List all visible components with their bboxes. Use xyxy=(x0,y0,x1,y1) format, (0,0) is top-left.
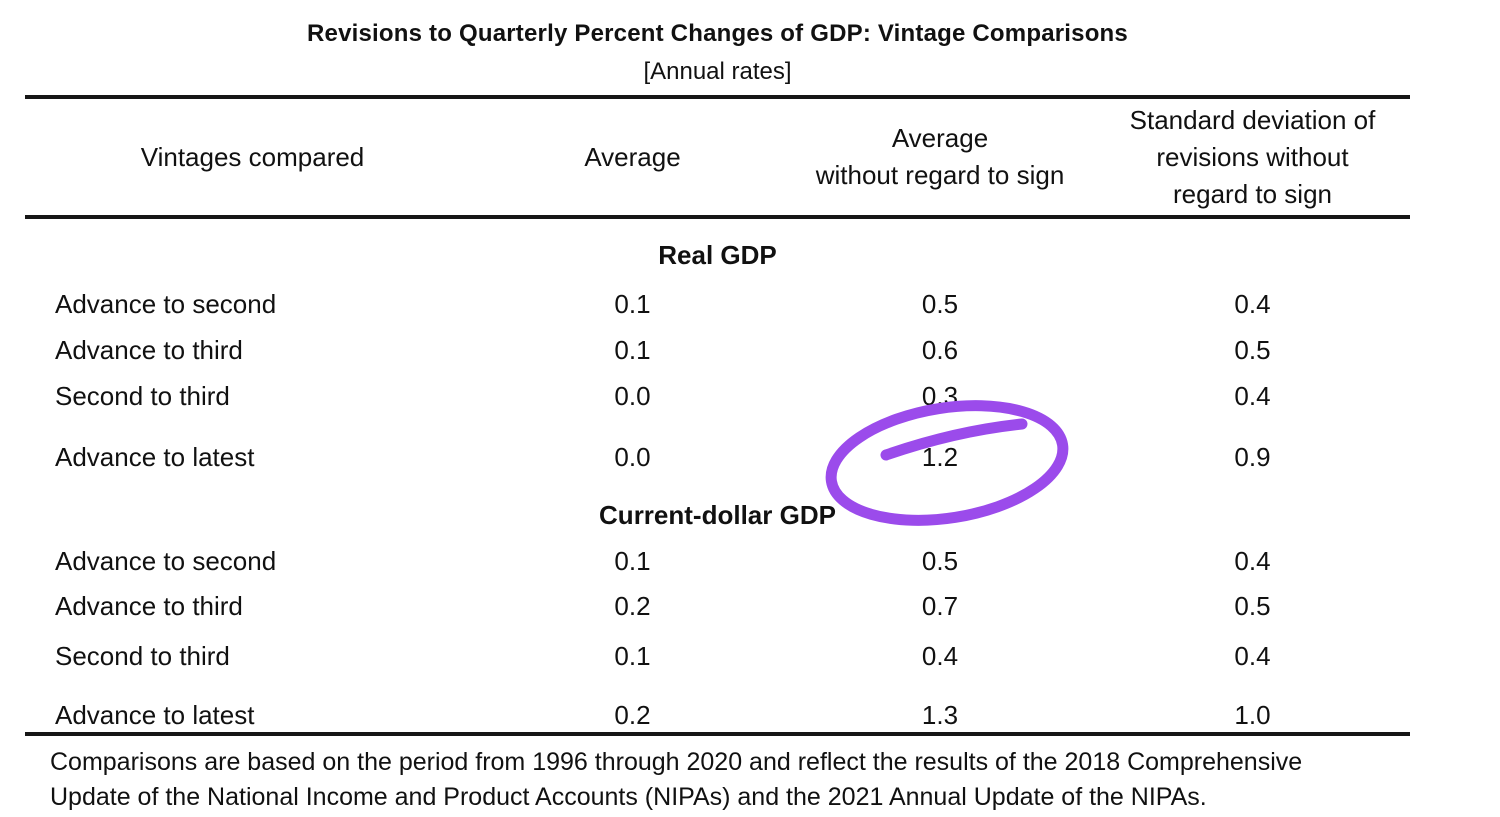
cell-average: 0.1 xyxy=(614,545,651,576)
cell-average-without-sign-circled: 1.2 xyxy=(921,441,959,472)
cell-std-deviation: 1.0 xyxy=(1234,699,1271,730)
footnote: Comparisons are based on the period from… xyxy=(50,745,1450,815)
section-header-current-dollar-gdp: Current-dollar GDP xyxy=(25,492,1410,538)
section-label: Real GDP xyxy=(658,239,777,270)
header-divider-rule xyxy=(25,215,1410,219)
footnote-line: Comparisons are based on the period from… xyxy=(50,748,1303,776)
cell-std-deviation: 0.9 xyxy=(1234,441,1271,472)
table-top-rule xyxy=(25,95,1410,99)
cell-average-without-sign: 1.3 xyxy=(921,699,959,730)
cell-average: 0.1 xyxy=(614,334,651,365)
table-row: Advance to latest 0.0 1.2 0.9 xyxy=(25,434,1410,480)
cell-vintage: Advance to second xyxy=(55,288,277,319)
column-header-std-deviation: Standard deviation of revisions without … xyxy=(1129,104,1376,209)
table-row: Advance to latest 0.2 1.3 1.0 xyxy=(25,692,1410,738)
cell-average-without-sign: 0.5 xyxy=(921,545,959,576)
cell-average-without-sign: 0.4 xyxy=(921,640,959,671)
cell-std-deviation: 0.5 xyxy=(1234,334,1271,365)
cell-vintage: Second to third xyxy=(55,380,230,411)
table-row: Advance to second 0.1 0.5 0.4 xyxy=(25,538,1410,584)
cell-average-without-sign: 0.3 xyxy=(921,380,959,411)
table-bottom-rule xyxy=(25,732,1410,736)
cell-average-without-sign: 0.7 xyxy=(921,590,959,621)
column-header-average-without-sign: Average without regard to sign xyxy=(815,123,1065,190)
cell-average: 0.0 xyxy=(614,441,651,472)
cell-vintage: Advance to latest xyxy=(55,699,255,730)
table-row: Second to third 0.0 0.3 0.4 xyxy=(25,373,1410,419)
page-subtitle: [Annual rates] xyxy=(643,58,792,85)
footnote-line: Update of the National Income and Produc… xyxy=(50,783,1207,811)
cell-average: 0.1 xyxy=(614,288,651,319)
cell-average: 0.2 xyxy=(614,590,651,621)
page-title: Revisions to Quarterly Percent Changes o… xyxy=(307,20,1128,47)
section-label: Current-dollar GDP xyxy=(599,499,836,530)
cell-std-deviation: 0.4 xyxy=(1234,380,1271,411)
table-row: Advance to second 0.1 0.5 0.4 xyxy=(25,281,1410,327)
cell-std-deviation: 0.4 xyxy=(1234,288,1271,319)
table-row: Advance to third 0.2 0.7 0.5 xyxy=(25,583,1410,629)
table-row: Second to third 0.1 0.4 0.4 xyxy=(25,633,1410,679)
cell-vintage: Advance to latest xyxy=(55,441,255,472)
cell-vintage: Advance to third xyxy=(55,334,243,365)
cell-average-without-sign: 0.6 xyxy=(921,334,959,365)
cell-std-deviation: 0.4 xyxy=(1234,545,1271,576)
cell-average-without-sign: 0.5 xyxy=(921,288,959,319)
cell-vintage: Advance to third xyxy=(55,590,243,621)
cell-average: 0.2 xyxy=(614,699,651,730)
cell-std-deviation: 0.5 xyxy=(1234,590,1271,621)
table-row: Advance to third 0.1 0.6 0.5 xyxy=(25,327,1410,373)
column-header-average: Average xyxy=(584,141,681,172)
cell-vintage: Second to third xyxy=(55,640,230,671)
cell-average: 0.0 xyxy=(614,380,651,411)
cell-std-deviation: 0.4 xyxy=(1234,640,1271,671)
table-header-row: Vintages compared Average Average withou… xyxy=(25,99,1410,215)
cell-average: 0.1 xyxy=(614,640,651,671)
column-header-vintages-compared: Vintages compared xyxy=(140,141,365,172)
cell-vintage: Advance to second xyxy=(55,545,277,576)
section-header-real-gdp: Real GDP xyxy=(25,232,1410,278)
